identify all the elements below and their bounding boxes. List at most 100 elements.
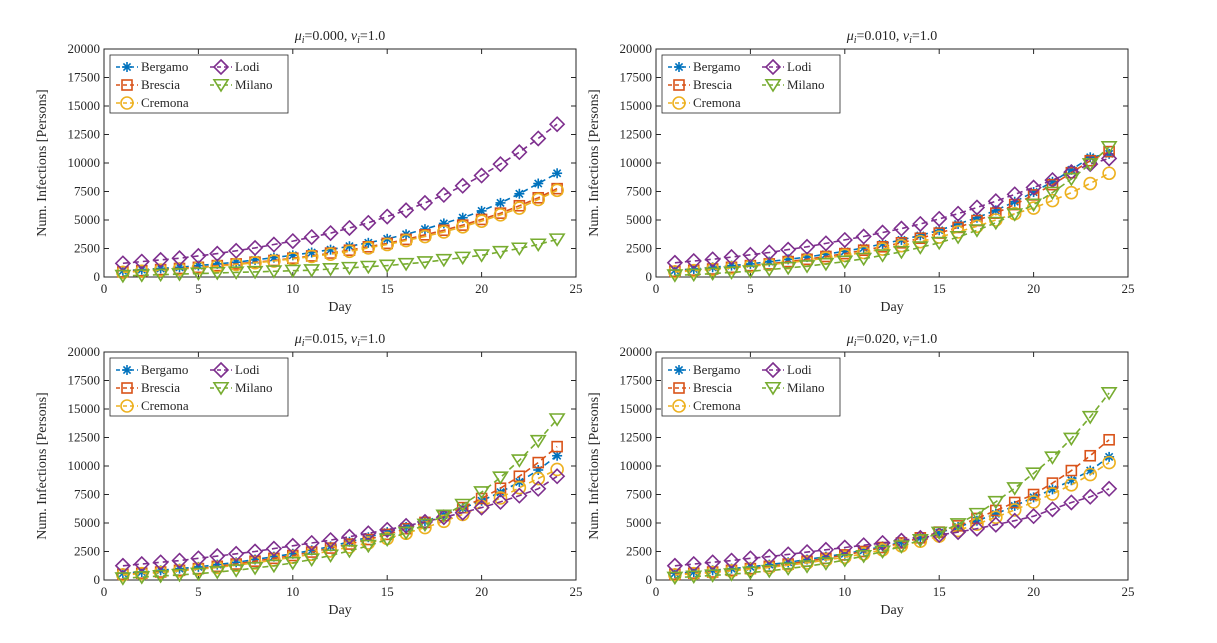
data-point-milano	[435, 509, 453, 524]
title-part: ν	[351, 332, 358, 347]
data-point-milano	[855, 252, 873, 267]
data-point-milano	[911, 534, 929, 548]
data-point-milano	[548, 233, 566, 247]
data-point-milano	[454, 498, 472, 513]
data-point-cremona	[512, 201, 527, 215]
data-point-milano	[836, 553, 854, 568]
legend-entry-bergamo: Bergamo	[668, 362, 740, 377]
legend: Bergamo Brescia Cremona Lodi Milano	[109, 54, 289, 114]
data-point-milano	[133, 269, 151, 283]
data-point-milano	[378, 259, 396, 274]
series-line-lodi	[674, 488, 1110, 567]
legend-entry-cremona: Cremona	[116, 398, 189, 413]
data-point-milano	[359, 260, 377, 275]
data-point-cremona	[493, 208, 508, 222]
data-point-cremona	[1045, 193, 1060, 208]
data-point-bergamo	[533, 178, 544, 189]
data-point-lodi	[893, 532, 910, 549]
data-point-lodi	[379, 521, 396, 538]
data-point-brescia	[1027, 488, 1040, 501]
y-tick-label: 15000	[620, 98, 653, 113]
legend-label: Milano	[235, 380, 273, 395]
data-point-lodi	[171, 552, 188, 569]
data-point-lodi	[704, 251, 721, 268]
legend-marker-brescia	[121, 382, 133, 394]
data-point-lodi	[341, 219, 358, 237]
data-point-milano	[492, 245, 509, 260]
data-point-brescia	[475, 492, 488, 505]
x-axis-label: Day	[328, 300, 351, 315]
data-point-lodi	[548, 116, 566, 133]
data-point-milano	[152, 268, 170, 283]
data-point-lodi	[284, 537, 301, 554]
x-tick-label: 20	[475, 281, 488, 296]
title-part: ν	[903, 332, 910, 347]
x-tick-label: 0	[653, 281, 660, 296]
data-point-milano	[666, 571, 684, 586]
data-point-milano	[303, 553, 321, 567]
data-point-milano	[133, 571, 151, 585]
data-point-lodi	[1006, 512, 1023, 529]
data-point-milano	[892, 245, 910, 260]
x-tick-label: 15	[381, 584, 394, 599]
y-tick-label: 2500	[74, 544, 100, 559]
data-point-brescia	[1103, 145, 1115, 158]
data-point-cremona	[856, 245, 871, 260]
data-point-milano	[1081, 158, 1099, 172]
data-point-brescia	[1065, 464, 1078, 477]
data-point-cremona	[531, 471, 546, 486]
data-point-milano	[723, 568, 740, 582]
data-point-cremona	[304, 249, 319, 264]
legend-box	[109, 54, 289, 114]
data-point-milano	[987, 495, 1005, 510]
data-point-milano	[1006, 482, 1024, 496]
data-point-lodi	[360, 214, 377, 231]
data-point-lodi	[817, 235, 835, 252]
data-point-lodi	[492, 493, 509, 511]
data-point-milano	[704, 267, 722, 282]
data-point-milano	[454, 251, 472, 266]
data-point-milano	[340, 544, 358, 559]
data-point-lodi	[454, 177, 471, 194]
data-point-bergamo	[363, 237, 374, 248]
data-point-lodi	[511, 144, 528, 161]
legend-entry-milano: Milano	[762, 380, 825, 396]
data-point-milano	[473, 249, 491, 263]
data-point-lodi	[209, 547, 226, 565]
legend-label: Cremona	[693, 95, 741, 110]
data-point-lodi	[704, 554, 721, 571]
data-point-lodi	[473, 499, 490, 516]
title-part: =0.010,	[857, 29, 903, 44]
data-point-milano	[968, 507, 986, 522]
title-part: i	[357, 338, 360, 349]
data-point-milano	[1006, 208, 1024, 222]
x-tick-label: 0	[101, 281, 108, 296]
legend-entry-cremona: Cremona	[668, 95, 741, 110]
data-point-milano	[378, 533, 396, 547]
legend-label: Bergamo	[693, 59, 740, 74]
x-tick-label: 25	[570, 281, 583, 296]
data-point-lodi	[511, 487, 528, 504]
x-tick-label: 15	[381, 281, 394, 296]
data-point-lodi	[397, 517, 415, 534]
legend-marker-cremona	[672, 399, 686, 413]
data-point-cremona	[550, 183, 564, 198]
y-tick-label: 17500	[620, 373, 653, 388]
x-tick-label: 20	[1027, 281, 1040, 296]
data-point-milano	[265, 559, 283, 574]
data-point-milano	[666, 269, 684, 283]
y-axis-label: Num. Infections [Persons]	[587, 392, 602, 539]
data-point-cremona	[437, 514, 451, 529]
data-point-lodi	[190, 550, 207, 567]
x-tick-label: 10	[286, 281, 299, 296]
chart-title: μi=0.020, νi=1.0	[846, 332, 938, 349]
data-point-lodi	[1063, 494, 1080, 511]
data-point-milano	[189, 267, 207, 282]
data-point-milano	[892, 540, 910, 554]
data-point-cremona	[418, 229, 432, 244]
legend-marker-cremona	[120, 399, 134, 413]
data-point-bergamo	[514, 188, 525, 199]
data-point-milano	[208, 565, 226, 580]
series-milano	[114, 413, 566, 586]
